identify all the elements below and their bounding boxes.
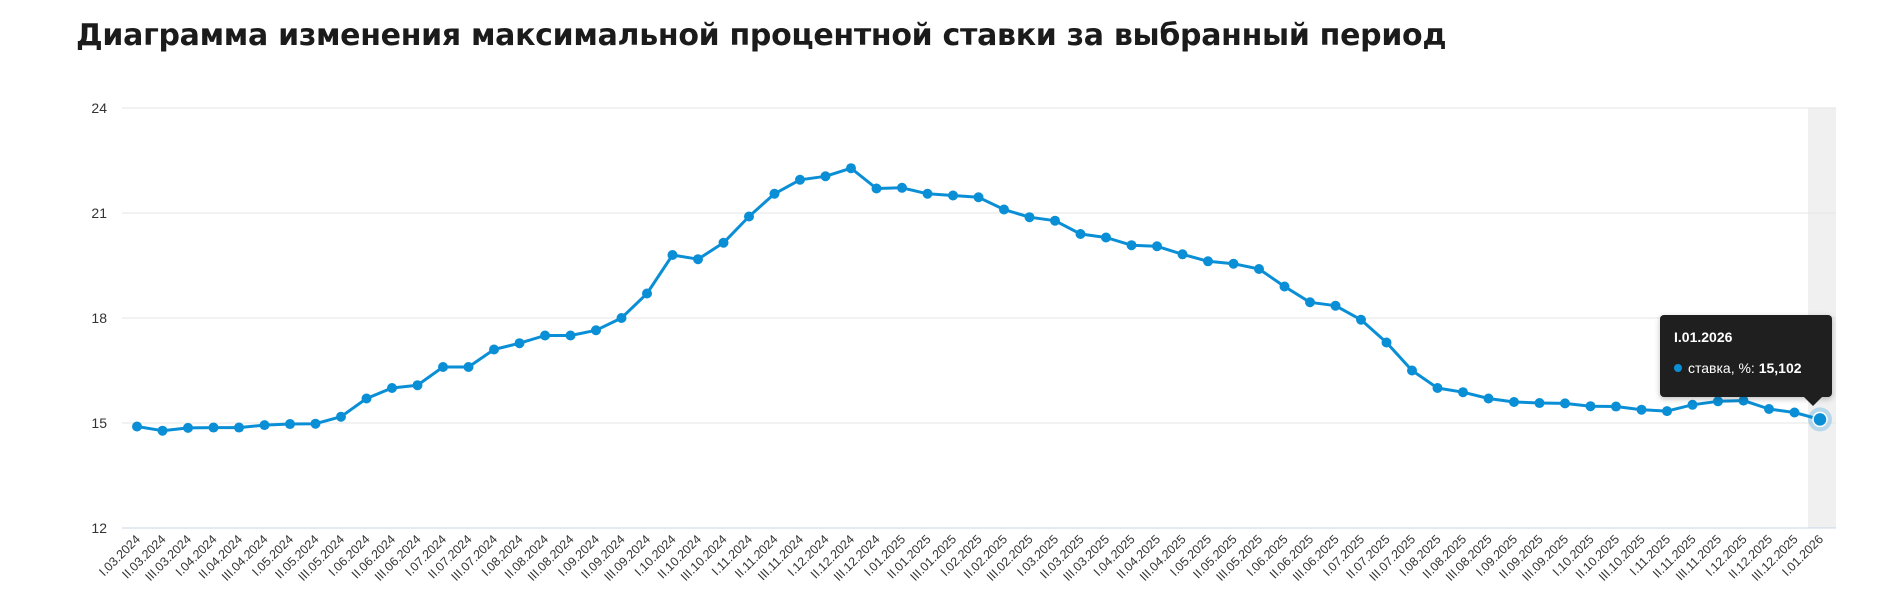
y-tick-label: 12 (91, 520, 107, 536)
tooltip-title: I.01.2026 (1674, 329, 1733, 345)
data-point (999, 204, 1009, 215)
series-marker-icon (1674, 364, 1682, 372)
data-point (336, 411, 346, 422)
data-point (514, 338, 525, 349)
data-point (1483, 393, 1494, 404)
data-point (132, 421, 142, 432)
data-point (591, 325, 601, 336)
y-tick-label: 15 (91, 415, 107, 431)
tooltip-value: 15,102 (1758, 360, 1802, 376)
data-point (1738, 395, 1749, 406)
data-point (1101, 232, 1111, 243)
data-point (438, 362, 448, 372)
data-point (973, 192, 984, 203)
y-tick-label: 18 (91, 310, 107, 326)
data-point (1509, 397, 1519, 407)
data-point (1585, 401, 1596, 412)
data-point (1305, 297, 1315, 308)
data-point (922, 188, 933, 199)
data-point (387, 383, 397, 393)
data-point (1432, 383, 1443, 393)
data-point (1764, 404, 1774, 414)
data-point (259, 420, 270, 431)
data-point (1636, 404, 1647, 415)
data-point (1356, 314, 1366, 325)
data-point (1662, 406, 1672, 417)
data-point (718, 237, 729, 248)
data-point (1789, 407, 1800, 418)
data-point (489, 344, 499, 355)
page-title: Диаграмма изменения максимальной процент… (76, 18, 1447, 53)
data-point (1177, 249, 1188, 260)
data-point (1687, 399, 1698, 410)
data-point (1126, 240, 1137, 251)
y-tick-label: 24 (91, 100, 107, 116)
data-point (540, 330, 550, 341)
series-ставка (132, 163, 1832, 436)
data-point (1458, 387, 1468, 398)
data-point (157, 425, 168, 436)
data-point (1228, 258, 1239, 269)
data-point (1560, 398, 1570, 409)
tooltip-pointer (1804, 397, 1822, 406)
data-point (310, 418, 321, 429)
data-point (948, 190, 958, 201)
data-point (1254, 264, 1264, 274)
data-point (208, 422, 219, 433)
data-point (1611, 401, 1621, 412)
data-point (565, 330, 576, 341)
data-point (412, 380, 423, 391)
data-point (744, 211, 754, 222)
data-point (642, 288, 652, 299)
data-point (846, 163, 856, 174)
data-point (285, 419, 295, 430)
data-point (1713, 396, 1723, 407)
data-point (693, 254, 703, 265)
data-point (1050, 215, 1060, 226)
data-point (1152, 241, 1162, 252)
data-point (1203, 256, 1213, 267)
data-point (667, 250, 678, 260)
tooltip-row: ставка, %: 15,102 (1674, 360, 1802, 376)
data-point-highlighted (1812, 411, 1828, 428)
x-axis: I.03.2024II.03.2024III.03.2024I.04.2024I… (96, 532, 1826, 584)
data-point (616, 313, 627, 323)
data-point (1407, 365, 1417, 376)
data-point (1534, 398, 1545, 409)
y-tick-label: 21 (91, 205, 107, 221)
y-axis: 24 21 18 15 12 (91, 100, 107, 536)
data-point (871, 183, 882, 194)
data-point (1075, 229, 1086, 239)
tooltip-series-label: ставка, %: (1688, 360, 1755, 376)
data-point (361, 393, 372, 404)
data-point (769, 188, 780, 199)
data-point (183, 422, 193, 433)
data-point (1279, 281, 1290, 292)
data-point (1381, 337, 1392, 348)
data-point (1024, 212, 1035, 223)
grid-lines (122, 107, 1836, 529)
data-tooltip: I.01.2026 ставка, %: 15,102 (1660, 315, 1832, 406)
data-point (820, 171, 831, 182)
data-point (795, 174, 805, 185)
data-point (897, 182, 907, 193)
data-point (1330, 300, 1341, 311)
data-point (234, 422, 244, 433)
data-point (463, 362, 474, 372)
